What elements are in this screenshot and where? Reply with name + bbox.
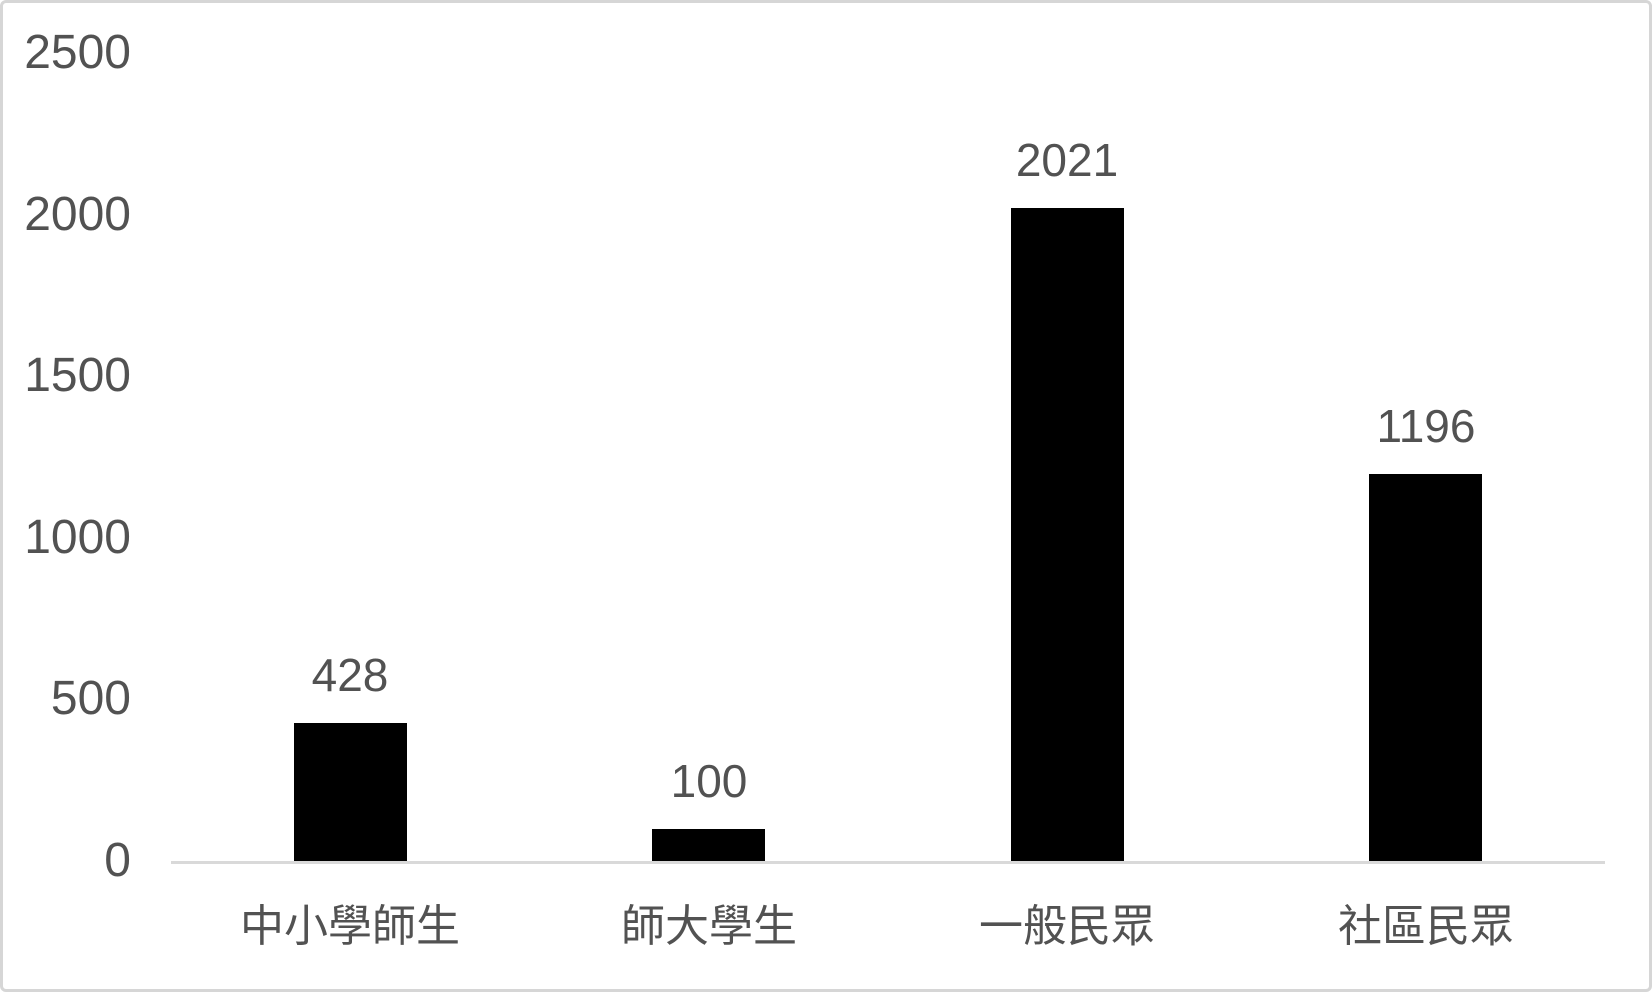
data-label: 2021: [1015, 134, 1119, 186]
y-tick-label: 1000: [24, 510, 131, 564]
bar-2: [652, 829, 765, 861]
x-axis-line: [171, 861, 1605, 864]
data-label: 428: [311, 649, 389, 701]
y-tick-label: 1500: [24, 349, 131, 403]
y-tick-label: 0: [104, 834, 131, 887]
x-tick-label: 中小學師生: [240, 902, 460, 951]
x-tick-label: 一般民眾: [979, 902, 1155, 951]
bar-3: [1011, 208, 1124, 861]
bar-1: [294, 723, 407, 861]
y-tick-label: 2500: [24, 26, 131, 79]
data-label: 1196: [1376, 400, 1476, 452]
x-tick-label: 社區民眾: [1338, 902, 1514, 951]
data-label: 100: [670, 755, 748, 807]
y-tick-label: 500: [50, 672, 131, 726]
x-tick-label: 師大學生: [621, 902, 797, 951]
y-tick-label: 2000: [24, 187, 131, 241]
bar-4: [1369, 474, 1482, 861]
